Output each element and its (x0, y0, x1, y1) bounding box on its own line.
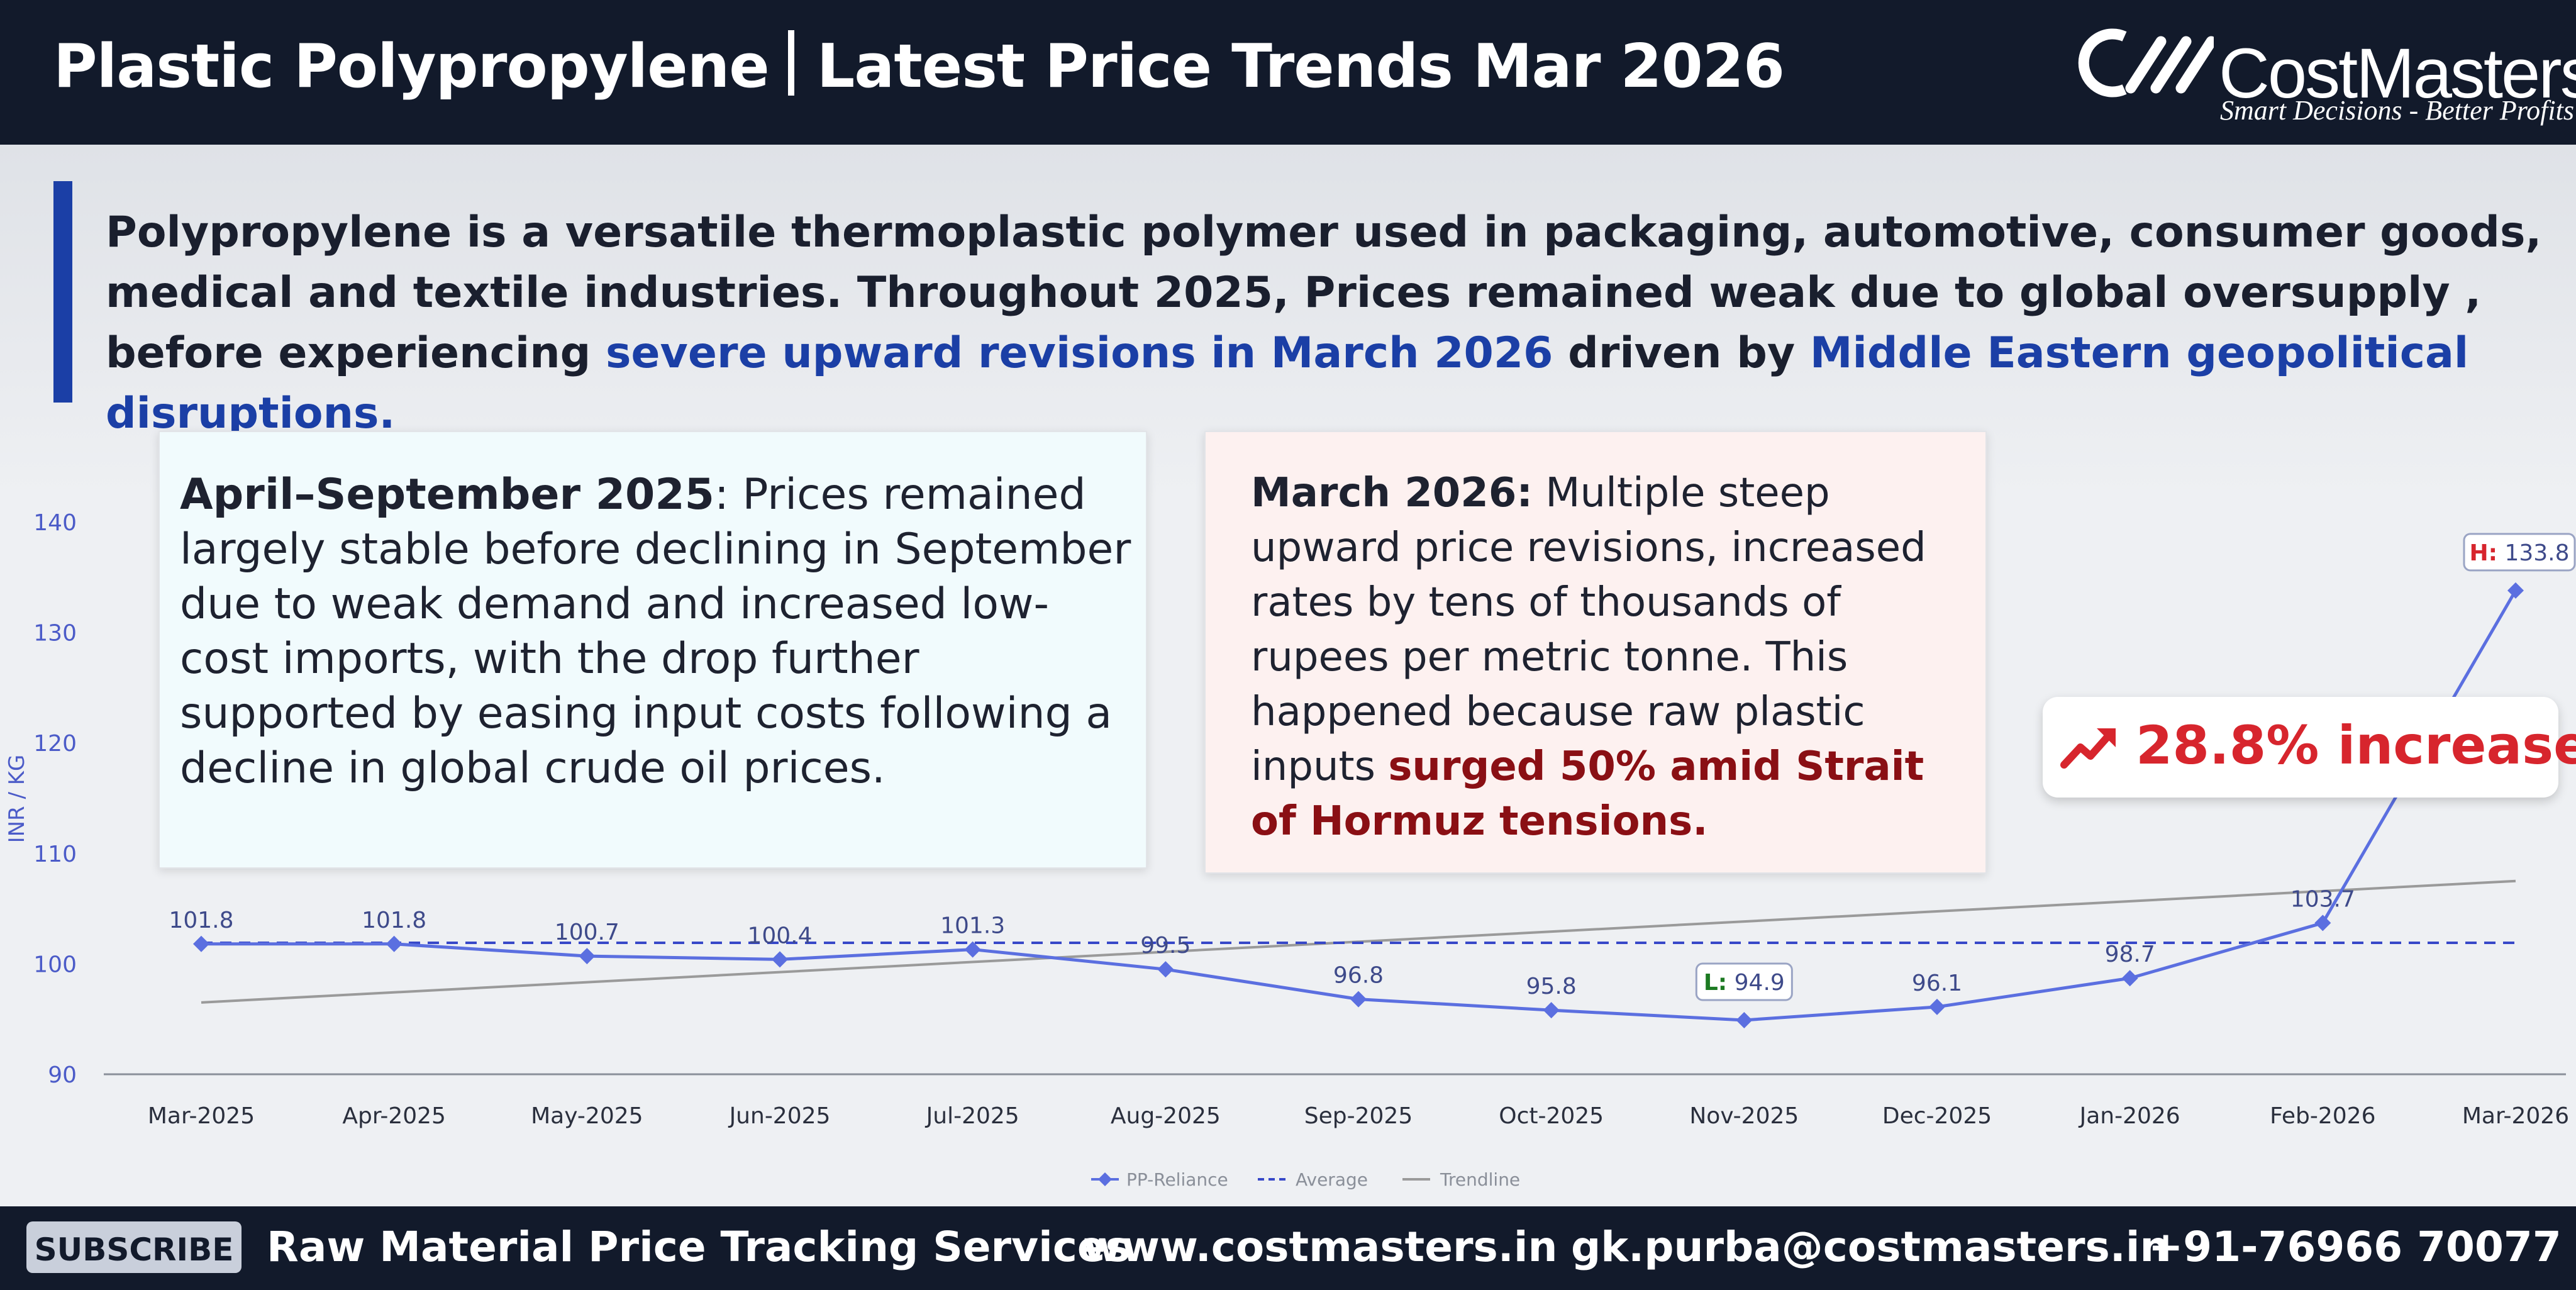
data-label: 101.3 (940, 913, 1005, 939)
data-point (1157, 961, 1174, 978)
x-tick-label: Jan-2026 (2079, 1103, 2180, 1129)
data-point (193, 935, 209, 952)
high-label-value: 133.8 (2497, 540, 2570, 566)
brand-tagline: Smart Decisions - Better Profits (2220, 95, 2574, 126)
data-point (1736, 1011, 1753, 1028)
intro-text-2: driven by (1553, 328, 1810, 378)
x-tick-label: Dec-2025 (1882, 1103, 1992, 1129)
data-point (2507, 582, 2524, 599)
data-label: 103.7 (2290, 886, 2355, 912)
y-axis-label: INR / KG (4, 755, 30, 843)
summary-card-2025: April–September 2025: Prices remained la… (158, 431, 1147, 869)
data-label: 100.4 (747, 923, 812, 948)
subscribe-label: SUBSCRIBE (34, 1232, 234, 1268)
x-tick-label: Oct-2025 (1499, 1103, 1604, 1129)
brand-name: CostMasters (2219, 34, 2576, 113)
x-tick-label: Aug-2025 (1111, 1103, 1221, 1129)
footer-phone: +91-76966 70077 (2148, 1223, 2562, 1271)
intro-accent-bar (53, 181, 72, 403)
data-point (1350, 991, 1367, 1008)
legend-average-label: Average (1296, 1169, 1368, 1190)
data-label: 96.8 (1333, 963, 1384, 989)
summary-card-2025-heading: April–September 2025 (180, 470, 714, 520)
footer-bar: SUBSCRIBE Raw Material Price Tracking Se… (0, 1206, 2576, 1290)
title-product: Plastic Polypropylene (53, 32, 770, 101)
y-tick-label: 110 (33, 842, 77, 867)
data-point (1543, 1002, 1560, 1019)
summary-card-2025-text: April–September 2025: Prices remained la… (180, 467, 1136, 796)
data-label: 101.8 (362, 908, 426, 933)
legend-pp-label: PP-Reliance (1126, 1169, 1228, 1190)
x-tick-label: Feb-2026 (2270, 1103, 2375, 1129)
data-label: 95.8 (1526, 974, 1577, 999)
x-tick-label: Apr-2025 (342, 1103, 446, 1129)
footer-website-link[interactable]: www.costmasters.in (1083, 1223, 1558, 1271)
x-tick-label: Sep-2025 (1304, 1103, 1413, 1129)
x-tick-label: Mar-2025 (148, 1103, 255, 1129)
summary-card-2026-heading: March 2026: (1251, 470, 1533, 516)
data-point (1929, 998, 1945, 1015)
summary-card-2026-highlight: surged 50% amid Strait of Hormuz tension… (1251, 743, 1924, 845)
low-label: L: 94.9 (1704, 970, 1785, 996)
header-bar: Plastic Polypropylene Latest Price Trends… (0, 0, 2576, 145)
high-label-box (2463, 533, 2576, 572)
title-subject: Latest Price Trends Mar 2026 (816, 32, 1785, 101)
data-label: 100.7 (555, 920, 619, 945)
costmasters-logo-icon (2078, 28, 2214, 97)
low-label-prefix: L: (1704, 970, 1727, 996)
legend-pp-marker (1098, 1172, 1112, 1186)
intro-text-1: Polypropylene is a versatile thermoplast… (106, 208, 2542, 378)
y-tick-label: 100 (33, 952, 77, 977)
x-tick-label: Mar-2026 (2462, 1103, 2569, 1129)
intro-paragraph: Polypropylene is a versatile thermoplast… (106, 203, 2546, 444)
trend-up-icon (2060, 728, 2116, 769)
x-tick-label: Jul-2025 (925, 1103, 1019, 1129)
summary-card-2026-body: Multiple steep upward price revisions, i… (1251, 470, 1926, 790)
x-tick-label: Jun-2025 (728, 1103, 831, 1129)
legend-trendline-label: Trendline (1440, 1169, 1520, 1190)
data-label: 96.1 (1912, 970, 1962, 996)
x-tick-label: Nov-2025 (1689, 1103, 1799, 1129)
data-point (964, 941, 981, 958)
summary-card-2026: March 2026: Multiple steep upward price … (1204, 431, 1987, 874)
subscribe-button[interactable]: SUBSCRIBE (26, 1221, 242, 1273)
low-label-box (1695, 962, 1793, 1001)
title-separator (787, 30, 794, 96)
data-label: 98.7 (2105, 942, 2155, 967)
data-label: 99.5 (1140, 933, 1191, 959)
data-point (579, 948, 596, 965)
high-label: H: 133.8 (2469, 540, 2569, 566)
increase-badge: 28.8% increase (2043, 697, 2576, 798)
brand-logo[interactable]: CostMasters Smart Decisions - Better Pro… (2075, 25, 2576, 132)
price-trend-chart: 90 100 110 120 130 140 INR / KG Mar-2025 Apr-202… (4, 510, 2576, 1190)
increase-badge-text: 28.8% increase (2136, 715, 2576, 776)
footer-email-link[interactable]: gk.purba@costmasters.in (1571, 1223, 2170, 1271)
y-tick-label: 140 (33, 510, 77, 536)
y-tick-label: 130 (33, 621, 77, 647)
page-title: Plastic Polypropylene Latest Price Trends… (53, 30, 1785, 101)
intro-highlight-2: Middle Eastern geopolitical disruptions. (106, 328, 2469, 438)
y-tick-label: 120 (33, 731, 77, 757)
data-point (2314, 915, 2331, 931)
high-label-prefix: H: (2469, 540, 2497, 566)
data-label: 101.8 (169, 908, 233, 933)
summary-card-2025-body: : Prices remained largely stable before … (180, 470, 1131, 793)
data-point (2121, 970, 2138, 987)
data-point (386, 935, 402, 952)
footer-service: Raw Material Price Tracking Services (267, 1223, 1130, 1271)
y-tick-label: 90 (48, 1062, 77, 1088)
x-tick-label: May-2025 (531, 1103, 643, 1129)
data-point (772, 951, 788, 968)
low-label-value: 94.9 (1727, 970, 1785, 996)
summary-card-2026-text: March 2026: Multiple steep upward price … (1251, 466, 1968, 849)
intro-highlight-1: severe upward revisions in March 2026 (605, 328, 1553, 378)
